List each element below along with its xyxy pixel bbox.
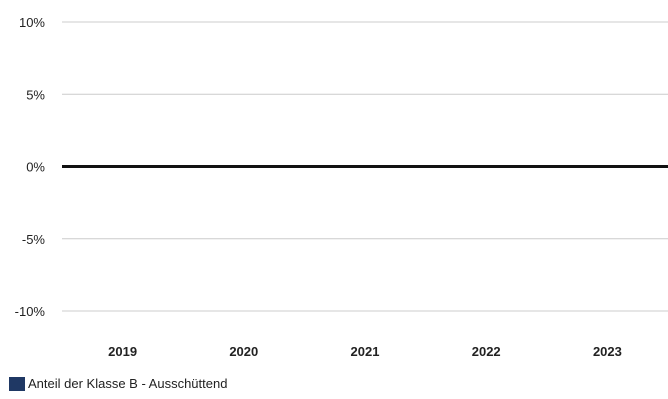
x-tick-label: 2019: [108, 344, 137, 359]
legend: Anteil der Klasse B - Ausschüttend: [9, 376, 227, 391]
y-axis-tick-labels: 10% 5% 0% -5% -10%: [15, 15, 46, 319]
y-tick-label: 5%: [26, 87, 45, 102]
gridlines: [62, 21, 668, 312]
x-tick-label: 2022: [472, 344, 501, 359]
x-tick-label: 2021: [351, 344, 380, 359]
legend-label: Anteil der Klasse B - Ausschüttend: [28, 376, 228, 391]
x-tick-label: 2020: [229, 344, 258, 359]
y-tick-label: -5%: [22, 232, 46, 247]
y-tick-label: -10%: [15, 304, 46, 319]
y-tick-label: 10%: [19, 15, 45, 30]
x-tick-label: 2023: [593, 344, 622, 359]
x-axis-tick-labels: 2019 2020 2021 2022 2023: [108, 344, 622, 359]
y-tick-label: 0%: [26, 160, 45, 175]
legend-swatch: [9, 376, 25, 391]
